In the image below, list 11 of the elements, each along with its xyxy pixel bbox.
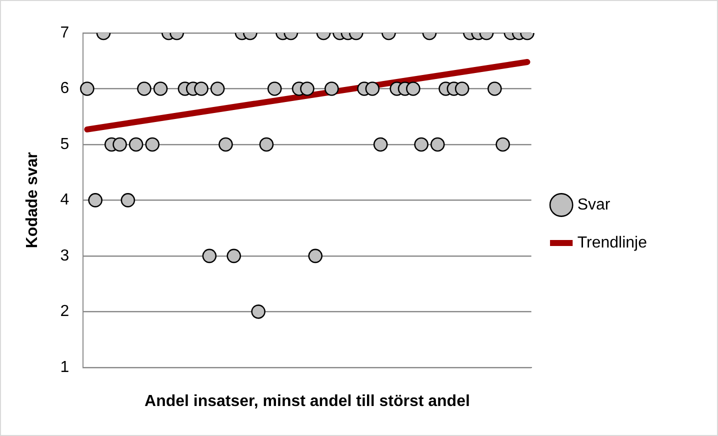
y-tick-label: 7 (60, 24, 70, 42)
y-tick-label: 4 (60, 192, 70, 209)
legend-label: Trendlinje (577, 234, 648, 252)
y-axis-title: Kodade svar (24, 152, 42, 248)
y-tick-label: 1 (60, 358, 70, 376)
y-tick-label: 5 (60, 136, 70, 153)
y-tick-label: 3 (60, 247, 70, 264)
x-axis-title: Andel insatser, minst andel till störst andel (144, 392, 470, 410)
legend-label: Svar (577, 196, 611, 214)
y-tick-label: 6 (60, 80, 70, 98)
y-tick-label: 2 (60, 303, 70, 320)
